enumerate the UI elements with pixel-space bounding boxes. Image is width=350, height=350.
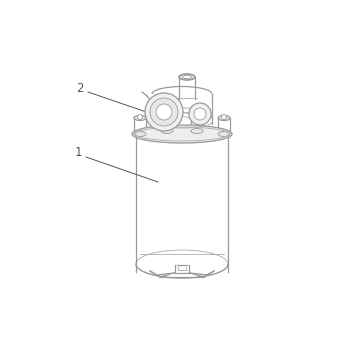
- Text: 1: 1: [74, 147, 82, 160]
- Circle shape: [195, 113, 200, 119]
- Ellipse shape: [134, 132, 146, 136]
- Ellipse shape: [191, 128, 203, 133]
- Ellipse shape: [179, 74, 195, 80]
- Circle shape: [138, 114, 142, 119]
- Text: 2: 2: [76, 82, 84, 95]
- Ellipse shape: [136, 126, 228, 138]
- Circle shape: [189, 103, 211, 125]
- Ellipse shape: [132, 125, 232, 143]
- Circle shape: [194, 108, 206, 120]
- Ellipse shape: [218, 132, 230, 136]
- Circle shape: [222, 114, 226, 119]
- Circle shape: [156, 104, 172, 120]
- Ellipse shape: [191, 114, 203, 119]
- Ellipse shape: [182, 75, 191, 79]
- Circle shape: [150, 98, 178, 126]
- Circle shape: [145, 93, 183, 131]
- Ellipse shape: [218, 116, 230, 120]
- Ellipse shape: [134, 116, 146, 120]
- Ellipse shape: [161, 114, 173, 119]
- Circle shape: [164, 113, 169, 119]
- Ellipse shape: [161, 128, 173, 133]
